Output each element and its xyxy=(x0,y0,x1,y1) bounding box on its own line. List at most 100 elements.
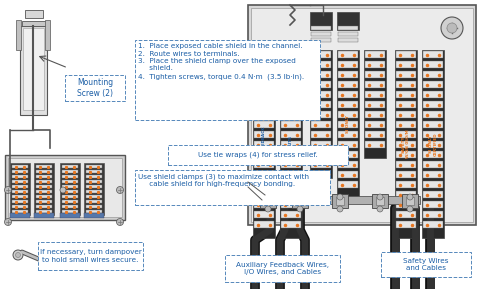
Bar xyxy=(338,101,358,108)
Bar xyxy=(254,171,274,178)
Bar xyxy=(396,81,416,88)
Bar xyxy=(62,205,78,208)
Text: AUX FEEDBACK: AUX FEEDBACK xyxy=(262,126,266,162)
Bar xyxy=(86,205,102,208)
Text: Mounting
Screw (2): Mounting Screw (2) xyxy=(77,78,113,98)
Bar xyxy=(365,71,385,78)
Bar xyxy=(254,71,274,78)
Circle shape xyxy=(15,253,21,257)
Bar xyxy=(25,10,43,18)
Bar xyxy=(423,151,443,158)
Bar xyxy=(376,197,384,205)
Bar xyxy=(310,12,332,30)
Bar xyxy=(423,201,443,208)
Bar xyxy=(423,161,443,168)
Bar xyxy=(281,141,301,148)
Circle shape xyxy=(337,194,343,200)
Bar xyxy=(337,50,359,198)
Bar xyxy=(254,211,274,218)
Bar xyxy=(423,111,443,118)
Bar xyxy=(86,175,102,178)
Bar xyxy=(364,50,386,158)
Bar xyxy=(423,171,443,178)
Bar xyxy=(34,163,54,215)
Bar xyxy=(281,191,301,198)
Bar xyxy=(311,141,331,148)
Bar xyxy=(254,191,274,198)
Bar xyxy=(422,50,444,238)
Bar xyxy=(396,191,416,198)
Bar xyxy=(365,91,385,98)
Bar xyxy=(12,170,28,173)
Bar xyxy=(254,111,274,118)
Bar xyxy=(402,194,418,208)
Bar xyxy=(338,121,358,128)
Circle shape xyxy=(13,250,23,260)
Circle shape xyxy=(4,218,12,225)
Bar xyxy=(423,61,443,68)
Bar xyxy=(254,221,274,228)
Bar xyxy=(423,81,443,88)
Bar xyxy=(62,185,78,188)
Bar xyxy=(10,213,30,218)
Bar xyxy=(135,170,330,205)
Bar xyxy=(12,175,28,178)
Bar xyxy=(396,151,416,158)
Circle shape xyxy=(297,194,303,200)
Bar xyxy=(36,165,52,168)
Bar xyxy=(62,165,78,168)
Bar xyxy=(253,50,275,238)
Bar xyxy=(281,91,301,98)
Bar xyxy=(281,181,301,188)
Circle shape xyxy=(337,206,343,212)
Circle shape xyxy=(117,186,123,194)
Bar xyxy=(365,141,385,148)
Bar xyxy=(86,185,102,188)
Bar xyxy=(311,61,331,68)
Bar xyxy=(338,38,358,42)
Bar xyxy=(338,171,358,178)
Bar xyxy=(254,121,274,128)
Bar xyxy=(86,180,102,183)
Bar xyxy=(311,32,331,36)
Text: Safety Wires
and Cables: Safety Wires and Cables xyxy=(403,258,449,271)
Bar xyxy=(311,26,331,30)
Bar xyxy=(337,12,359,30)
Bar xyxy=(338,71,358,78)
Bar xyxy=(396,211,416,218)
Bar xyxy=(281,101,301,108)
Bar xyxy=(292,194,308,208)
Bar xyxy=(281,51,301,58)
Bar xyxy=(365,51,385,58)
Bar xyxy=(311,151,331,158)
Bar xyxy=(395,50,417,238)
Bar xyxy=(45,20,50,50)
Text: 1.  Place exposed cable shield in the channel.
2.  Route wires to terminals.
3. : 1. Place exposed cable shield in the cha… xyxy=(138,43,304,79)
Bar xyxy=(12,205,28,208)
Bar xyxy=(396,181,416,188)
Bar xyxy=(23,28,44,110)
Circle shape xyxy=(377,194,383,200)
Bar xyxy=(310,50,332,178)
Bar xyxy=(338,81,358,88)
Bar xyxy=(406,197,414,205)
Bar xyxy=(281,81,301,88)
Bar xyxy=(254,131,274,138)
Bar xyxy=(135,40,320,120)
Bar xyxy=(36,170,52,173)
Bar xyxy=(254,101,274,108)
Bar xyxy=(423,101,443,108)
Text: SI ONLY: SI ONLY xyxy=(346,115,350,133)
Bar xyxy=(36,190,52,193)
Bar xyxy=(311,81,331,88)
Bar xyxy=(255,196,420,204)
Bar xyxy=(60,213,80,218)
Bar xyxy=(251,8,473,222)
Text: SI ONLY
CERTIFIED: SI ONLY CERTIFIED xyxy=(428,132,437,156)
Bar xyxy=(396,121,416,128)
Bar xyxy=(254,181,274,188)
Bar xyxy=(254,91,274,98)
Bar xyxy=(423,131,443,138)
Bar xyxy=(338,91,358,98)
Bar xyxy=(311,51,331,58)
